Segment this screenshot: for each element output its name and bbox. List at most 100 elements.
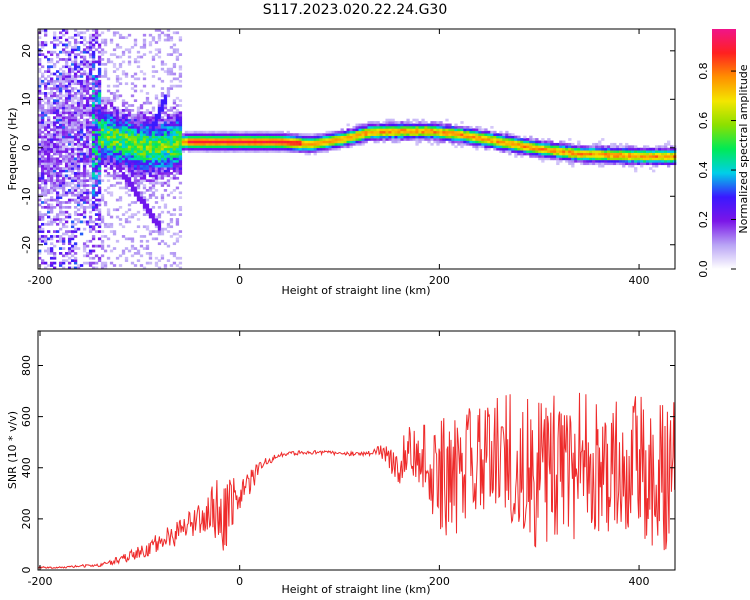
spectrogram-cell bbox=[52, 106, 57, 110]
spectrogram-cell bbox=[127, 130, 132, 134]
spectrogram-cell bbox=[214, 147, 219, 151]
spectrogram-cell bbox=[121, 140, 126, 144]
spectrogram-cell bbox=[94, 230, 99, 233]
spectrogram-cell bbox=[41, 145, 45, 149]
spectrogram-cell bbox=[52, 133, 57, 136]
spectrogram-cell bbox=[79, 79, 84, 83]
spectrogram-cell bbox=[589, 150, 593, 153]
spectrogram-cell bbox=[49, 145, 54, 149]
spectrogram-cell bbox=[94, 181, 99, 185]
spectrogram-cell bbox=[73, 58, 78, 61]
spectrogram-cell bbox=[100, 261, 105, 265]
spectrogram-cell bbox=[610, 152, 614, 156]
spectrogram-cell bbox=[166, 140, 171, 144]
spectrogram-cell bbox=[595, 162, 599, 166]
spectrogram-cell bbox=[124, 82, 129, 86]
spectrogram-cell bbox=[160, 133, 165, 136]
spectrogram-cell bbox=[55, 164, 60, 168]
spectrogram-cell bbox=[157, 55, 162, 59]
spectrogram-cell bbox=[118, 55, 123, 59]
spectrogram-cell bbox=[175, 169, 180, 173]
spectrogram-cell bbox=[38, 230, 42, 233]
spectrogram-cell bbox=[520, 140, 524, 144]
spectrogram-cell bbox=[361, 130, 365, 134]
spectrogram-cell bbox=[52, 99, 57, 103]
spectrogram-cell bbox=[139, 157, 144, 161]
spectrogram-cell bbox=[49, 150, 54, 153]
spectrogram-cell bbox=[41, 191, 45, 195]
spectrogram-cell bbox=[52, 128, 57, 132]
spectrogram-cell bbox=[67, 147, 72, 151]
spectrogram-cell bbox=[178, 111, 183, 115]
spectrogram-cell bbox=[229, 135, 233, 139]
spectrogram-cell bbox=[103, 67, 108, 71]
spectrogram-cell bbox=[76, 174, 81, 178]
spectrogram-cell bbox=[118, 157, 123, 161]
spectrogram-cell bbox=[160, 92, 165, 95]
spectrogram-cell bbox=[133, 72, 138, 76]
spectrogram-cell bbox=[280, 138, 284, 141]
spectrogram-cell bbox=[109, 157, 114, 161]
spectrogram-cell bbox=[310, 145, 314, 149]
spectrogram-cell bbox=[94, 140, 99, 144]
spectrogram-cell bbox=[124, 147, 129, 151]
spectrogram-cell bbox=[67, 142, 72, 146]
spectrogram-cell bbox=[109, 193, 114, 197]
spectrogram-cell bbox=[67, 72, 72, 76]
spectrogram-cell bbox=[370, 133, 374, 136]
spectrogram-cell bbox=[268, 135, 272, 139]
spectrogram-cell bbox=[166, 145, 171, 149]
spectrogram-cell bbox=[160, 138, 165, 141]
spectrogram-cell bbox=[517, 145, 521, 149]
spectrogram-cell bbox=[79, 152, 84, 156]
spectrogram-cell bbox=[49, 128, 54, 132]
spectrogram-cell bbox=[142, 140, 147, 144]
spectrogram-cell bbox=[268, 133, 272, 136]
spectrogram-cell bbox=[568, 142, 572, 146]
spectrogram-cell bbox=[41, 109, 45, 112]
spectrogram-cell bbox=[175, 167, 180, 170]
spectrogram-cell bbox=[88, 256, 93, 260]
spectrogram-cell bbox=[418, 121, 422, 124]
spectrogram-cell bbox=[76, 227, 81, 231]
spectrogram-cell bbox=[85, 145, 90, 149]
spectrogram-cell bbox=[106, 159, 111, 163]
spectrogram-cell bbox=[169, 142, 174, 146]
spectrogram-cell bbox=[91, 43, 96, 47]
spectrogram-cell bbox=[466, 128, 470, 132]
spectrogram-cell bbox=[70, 118, 75, 122]
spectrogram-cell bbox=[94, 174, 99, 178]
spectrogram-cell bbox=[490, 145, 494, 149]
spectrogram-cell bbox=[499, 140, 503, 144]
spectrogram-cell bbox=[148, 254, 153, 258]
spectrogram-cell bbox=[64, 259, 69, 263]
spectrogram-cell bbox=[79, 179, 84, 183]
spectrogram-cell bbox=[118, 152, 123, 156]
spectrogram-cell bbox=[70, 101, 75, 105]
spectrogram-cell bbox=[67, 75, 72, 78]
spectrogram-cell bbox=[85, 113, 90, 117]
spectrogram-cell bbox=[514, 150, 518, 153]
spectrogram-cell bbox=[157, 230, 162, 233]
spectrogram-cell bbox=[319, 133, 323, 136]
spectrogram-cell bbox=[244, 130, 248, 134]
spectrogram-cell bbox=[223, 135, 228, 139]
spectrogram-cell bbox=[64, 152, 69, 156]
spectrogram-cell bbox=[460, 128, 464, 132]
spectrogram-cell bbox=[94, 48, 99, 52]
spectrogram-cell bbox=[154, 264, 159, 267]
spectrogram-cell bbox=[112, 62, 117, 66]
spectrogram-cell bbox=[118, 176, 123, 180]
spectrogram-cell bbox=[43, 41, 48, 44]
spectrogram-cell bbox=[49, 106, 54, 110]
spectrogram-cell bbox=[49, 210, 54, 214]
spectrogram-cell bbox=[652, 155, 656, 158]
spectrogram-cell bbox=[355, 135, 359, 139]
spectrogram-cell bbox=[61, 261, 66, 265]
spectrogram-cell bbox=[535, 152, 539, 156]
spectrogram-cell bbox=[409, 130, 413, 134]
spectrogram-cell bbox=[628, 159, 632, 163]
spectrogram-cell bbox=[583, 162, 587, 166]
spectrogram-cell bbox=[109, 116, 114, 119]
spectrogram-cell bbox=[598, 164, 602, 168]
